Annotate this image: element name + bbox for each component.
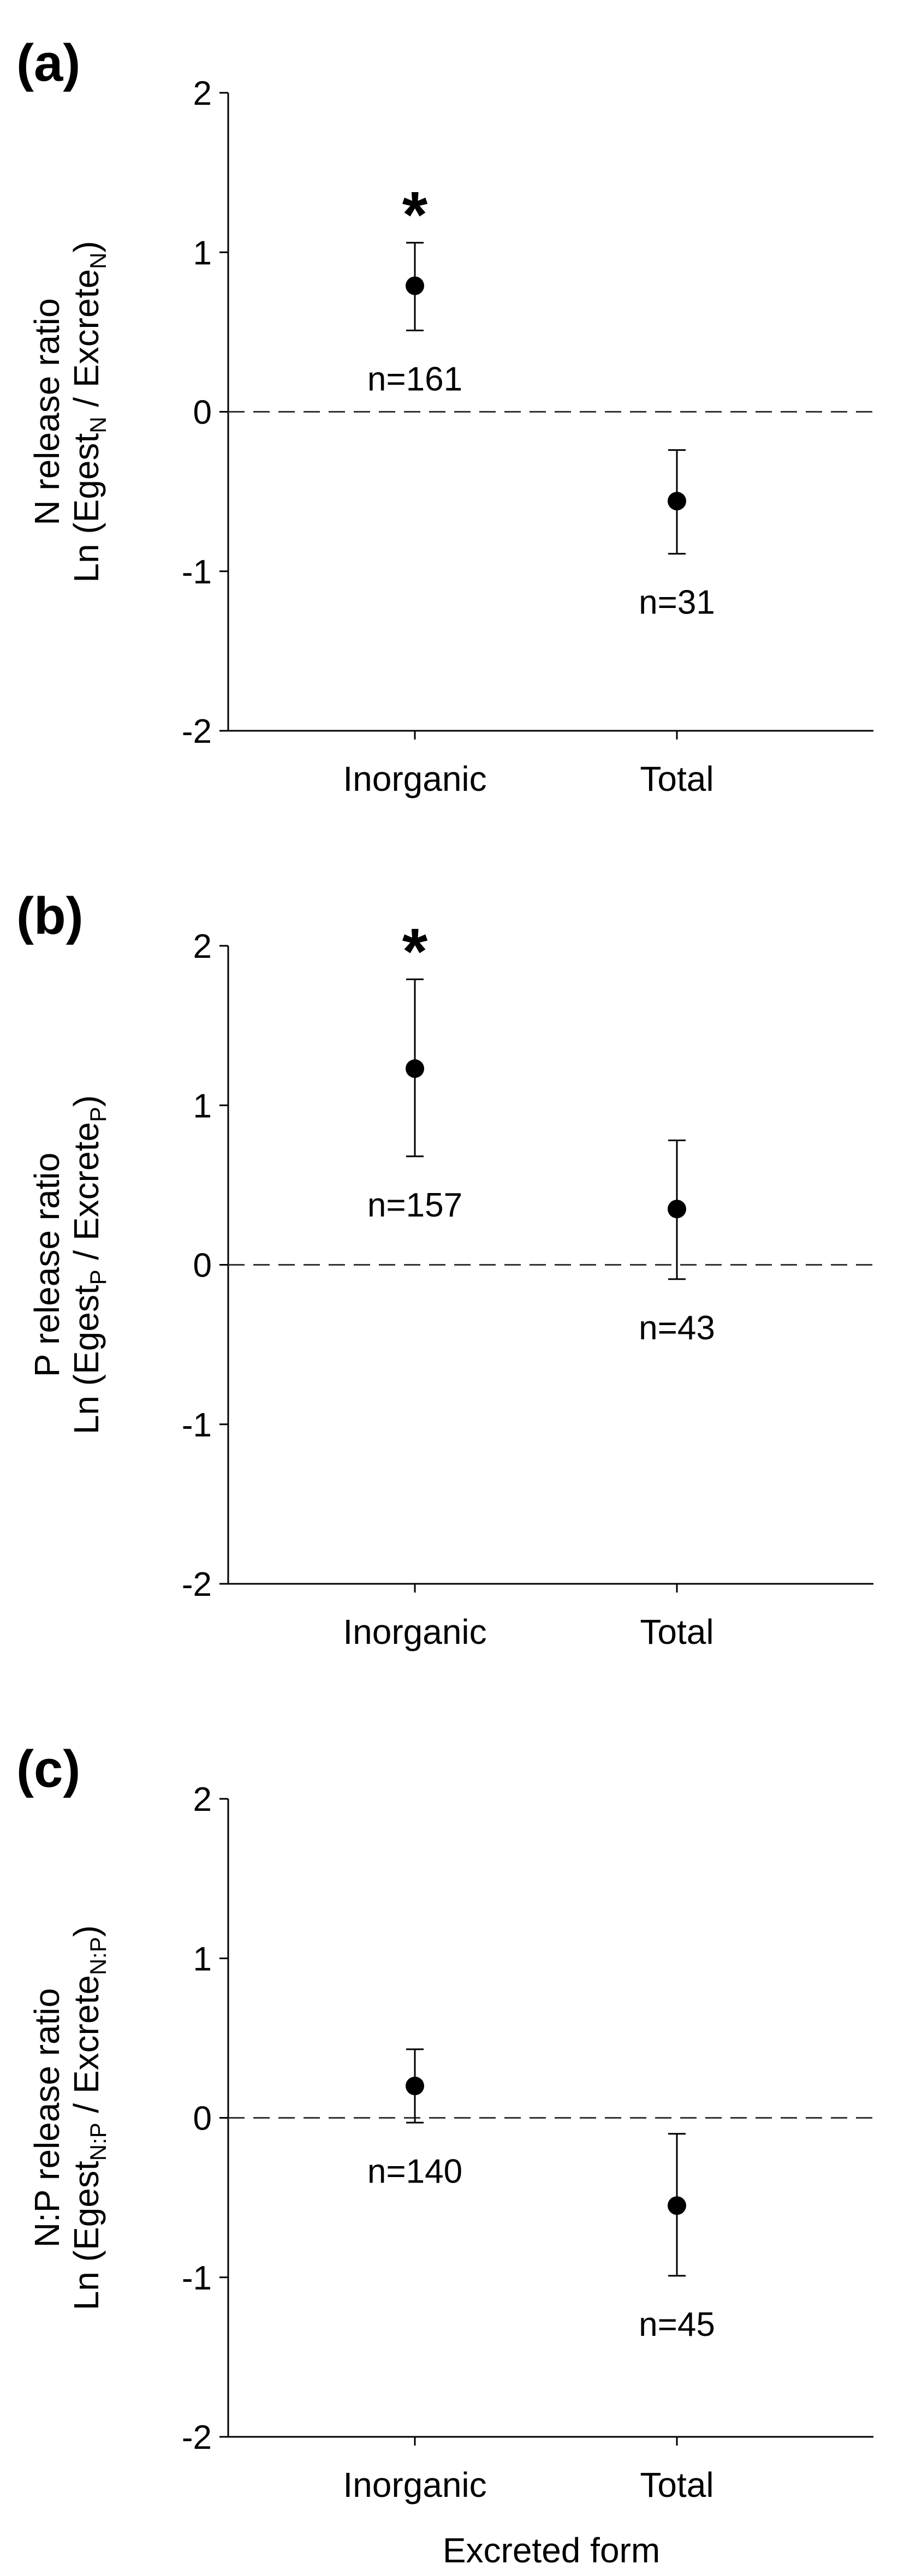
- y-tick-label: -2: [182, 1566, 212, 1603]
- y-axis-label-subscript: N: [85, 416, 111, 433]
- panel-label: (a): [16, 34, 80, 92]
- y-axis-label: P release ratio: [27, 1153, 67, 1378]
- panel-b: (b) 2 1 0 -1 -2 Inorganic Total P release ratio L…: [16, 887, 873, 1651]
- sample-size-label: n=43: [639, 1309, 715, 1347]
- sample-size-label: n=161: [367, 360, 462, 398]
- y-axis-label-formula: Ln (EgestN / ExcreteN): [67, 241, 111, 582]
- y-axis-label-part: Ln (Egest: [67, 1285, 106, 1434]
- y-tick-label: 2: [193, 928, 212, 965]
- y-axis-label-formula: Ln (EgestN:P / ExcreteN:P): [67, 1925, 111, 2311]
- y-axis-label-part: / Excrete: [67, 1122, 106, 1269]
- y-tick-label: 1: [193, 1940, 212, 1978]
- sample-size-label: n=157: [367, 1186, 462, 1224]
- sample-size-label: n=45: [639, 2306, 715, 2344]
- y-tick-label: 1: [193, 234, 212, 272]
- significance-marker: *: [402, 915, 428, 988]
- y-tick-label: -2: [182, 713, 212, 750]
- data-point: [668, 1200, 686, 1219]
- y-tick-label: 2: [193, 75, 212, 112]
- y-tick-label: -2: [182, 2419, 212, 2456]
- y-tick-label: 0: [193, 394, 212, 432]
- data-point: [406, 276, 424, 295]
- y-axis-label-subscript: N:P: [85, 1937, 111, 1975]
- x-axis-title: Excreted form: [443, 2531, 660, 2570]
- panel-label: (c): [16, 1740, 80, 1798]
- y-axis-label-part: ): [67, 1095, 106, 1107]
- panel-a: (a) 2 1 0 -1 -2 Inorganic Total N release ratio L…: [16, 34, 873, 798]
- y-axis-label: N:P release ratio: [27, 1988, 67, 2248]
- y-axis-label-part: / Excrete: [67, 1975, 106, 2122]
- x-tick-label: Total: [640, 2465, 713, 2505]
- data-point: [406, 1059, 424, 1078]
- data-point: [668, 492, 686, 511]
- y-axis-label-subscript: P: [85, 1107, 111, 1122]
- x-tick-label: Inorganic: [343, 1612, 486, 1651]
- x-tick-label: Total: [640, 759, 713, 798]
- data-point: [406, 2077, 424, 2096]
- panel-c: (c) 2 1 0 -1 -2 Inorganic Total N:P release rati…: [16, 1740, 873, 2505]
- sample-size-label: n=31: [639, 584, 715, 622]
- y-tick-label: -1: [182, 1406, 212, 1444]
- y-axis-label-subscript: N: [85, 253, 111, 269]
- y-axis-label-part: ): [67, 1925, 106, 1937]
- y-tick-label: 1: [193, 1087, 212, 1125]
- x-tick-label: Inorganic: [343, 2465, 486, 2505]
- y-tick-label: 0: [193, 2100, 212, 2138]
- y-tick-label: -1: [182, 2259, 212, 2297]
- y-axis-label-part: Ln (Egest: [67, 2161, 106, 2310]
- data-point: [668, 2196, 686, 2215]
- x-tick-label: Total: [640, 1612, 713, 1651]
- y-axis-label-subscript: P: [85, 1269, 111, 1285]
- significance-marker: *: [402, 178, 428, 252]
- y-axis-label-part: ): [67, 241, 106, 252]
- y-axis-label-part: / Excrete: [67, 269, 106, 416]
- y-axis-label-part: Ln (Egest: [67, 433, 106, 582]
- x-tick-label: Inorganic: [343, 759, 486, 798]
- sample-size-label: n=140: [367, 2152, 462, 2190]
- y-axis-label-subscript: N:P: [85, 2122, 111, 2161]
- y-axis-label: N release ratio: [27, 298, 67, 525]
- y-tick-label: -1: [182, 553, 212, 591]
- y-axis-label-formula: Ln (EgestP / ExcreteP): [67, 1095, 111, 1435]
- y-tick-label: 0: [193, 1247, 212, 1285]
- panel-label: (b): [16, 887, 84, 945]
- y-tick-label: 2: [193, 1781, 212, 1818]
